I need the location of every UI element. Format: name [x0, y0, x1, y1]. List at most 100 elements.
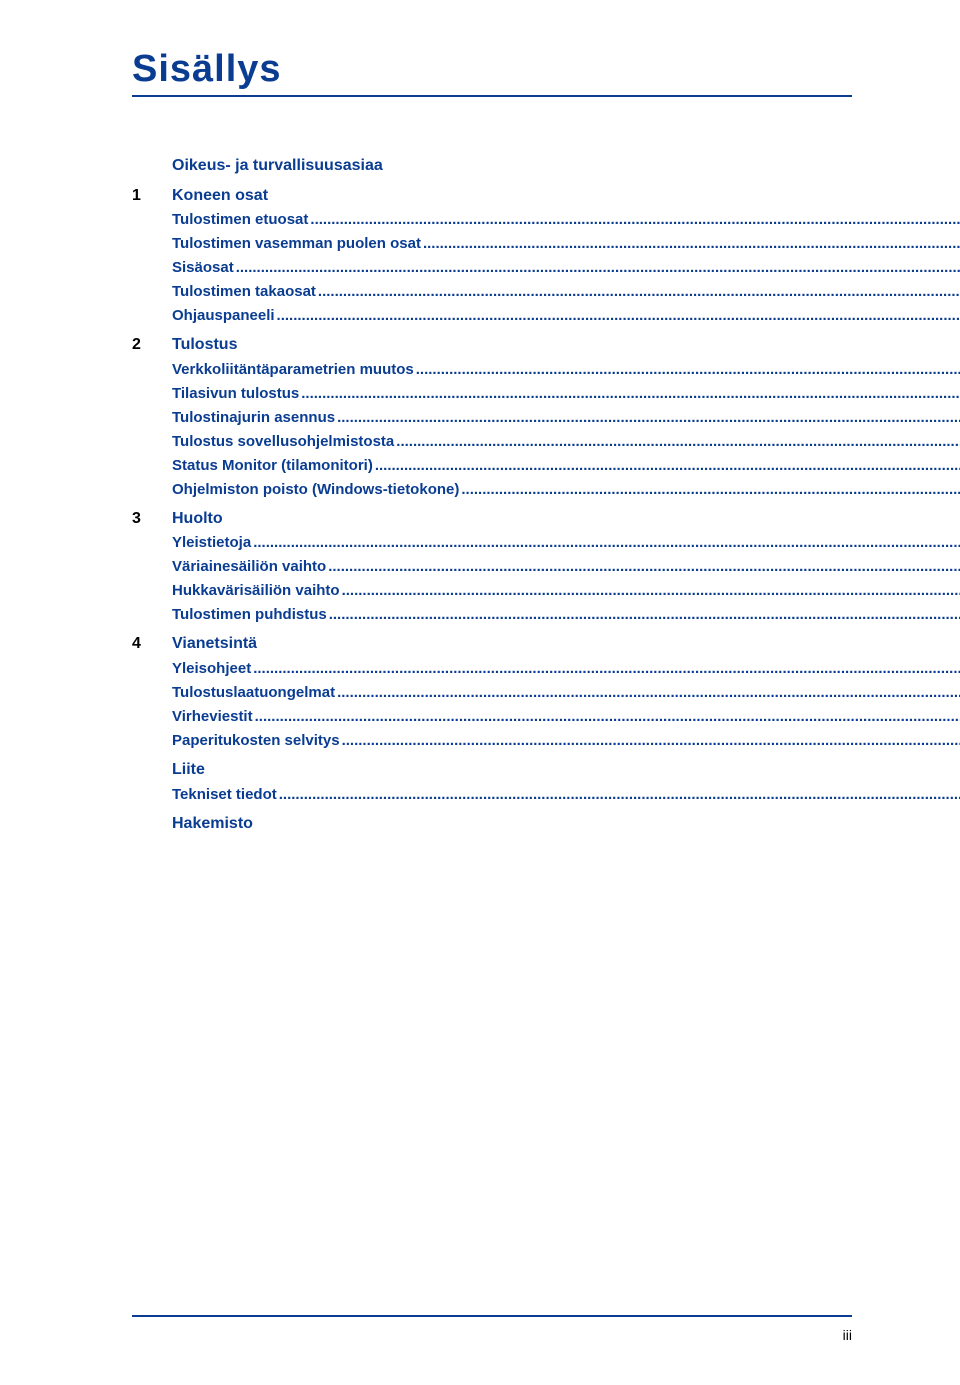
toc-chapter-number: 4	[132, 631, 172, 657]
toc-section: 3HuoltoYleistietoja 3-2Väriainesäiliön v…	[132, 506, 852, 628]
toc-entry-row: Tilasivun tulostus 2-3	[172, 382, 852, 406]
toc-entry-label: Hukkavärisäiliön vaihto	[172, 579, 342, 603]
toc-section: LiiteTekniset tiedot A-2	[132, 757, 852, 807]
toc-entry-label: Tulostinajurin asennus	[172, 406, 337, 430]
toc-entry-label: Tilasivun tulostus	[172, 382, 301, 406]
toc-leader-dots	[342, 579, 960, 603]
toc-leader-dots	[337, 681, 960, 705]
toc-chapter-number: 3	[132, 506, 172, 532]
toc-section-label: Vianetsintä	[172, 635, 257, 652]
toc-leader-dots	[328, 555, 960, 579]
toc-section-label: Liite	[172, 761, 205, 778]
toc-entry-row: Hukkavärisäiliön vaihto 3-6	[172, 579, 852, 603]
toc-entry-label: Väriainesäiliön vaihto	[172, 555, 328, 579]
toc-entry-row: Väriainesäiliön vaihto 3-2	[172, 555, 852, 579]
toc-entry-row: Yleisohjeet 4-2	[172, 657, 852, 681]
toc-entry-label: Tulostimen etuosat	[172, 208, 310, 232]
toc-leader-dots	[301, 382, 960, 406]
toc-entry-row: Tulostus sovellusohjelmistosta 2-10	[172, 430, 852, 454]
toc-entry-row: Ohjauspaneeli 1-4	[172, 304, 852, 328]
toc-entry-label: Ohjelmiston poisto (Windows-tietokone)	[172, 478, 461, 502]
toc-section: Hakemisto	[132, 811, 852, 837]
toc-entry-row: Yleistietoja 3-2	[172, 531, 852, 555]
toc-entry-link[interactable]: Ohjelmiston poisto (Windows-tietokone) 2…	[172, 478, 960, 502]
toc-entry-row: Sisäosat 1-3	[172, 256, 852, 280]
toc-entry-link[interactable]: Hukkavärisäiliön vaihto 3-6	[172, 579, 960, 603]
toc-leader-dots	[253, 657, 960, 681]
toc-entry-link[interactable]: Tilasivun tulostus 2-3	[172, 382, 960, 406]
toc-entry-label: Yleistietoja	[172, 531, 253, 555]
toc-entry-link[interactable]: Tulostimen puhdistus 3-8	[172, 603, 960, 627]
toc-entry-row: Virheviestit 4-6	[172, 705, 852, 729]
toc-section-link[interactable]: Huolto	[172, 506, 223, 532]
title-rule	[132, 95, 852, 97]
toc-section-label: Tulostus	[172, 336, 237, 353]
toc-leader-dots	[318, 280, 960, 304]
toc-entry-link[interactable]: Paperitukosten selvitys 4-16	[172, 729, 960, 753]
toc-section-link[interactable]: Koneen osat	[172, 183, 268, 209]
toc-section-heading: Liite	[132, 757, 852, 783]
toc-entry-row: Tulostimen takaosat 1-3	[172, 280, 852, 304]
toc-entry-link[interactable]: Virheviestit 4-6	[172, 705, 960, 729]
toc-entry-link[interactable]: Ohjauspaneeli 1-4	[172, 304, 960, 328]
toc-entry-link[interactable]: Sisäosat 1-3	[172, 256, 960, 280]
toc-subentries: Tulostimen etuosat 1-2Tulostimen vasemma…	[132, 208, 852, 328]
toc-entry-link[interactable]: Tulostinajurin asennus 2-4	[172, 406, 960, 430]
toc-entry-label: Yleisohjeet	[172, 657, 253, 681]
toc-section-heading: 3Huolto	[132, 506, 852, 532]
toc-entry-label: Verkkoliitäntäparametrien muutos	[172, 358, 416, 382]
toc-entry-link[interactable]: Tulostimen etuosat 1-2	[172, 208, 960, 232]
toc-entry-label: Sisäosat	[172, 256, 236, 280]
toc-entry-label: Tulostimen vasemman puolen osat	[172, 232, 423, 256]
toc-leader-dots	[310, 208, 960, 232]
toc-subentries: Verkkoliitäntäparametrien muutos 2-2Tila…	[132, 358, 852, 502]
toc-leader-dots	[255, 705, 960, 729]
toc-section-link[interactable]: Vianetsintä	[172, 631, 257, 657]
toc-entry-link[interactable]: Yleistietoja 3-2	[172, 531, 960, 555]
toc-leader-dots	[396, 430, 960, 454]
toc-entry-row: Status Monitor (tilamonitori) 2-11	[172, 454, 852, 478]
toc-entry-label: Status Monitor (tilamonitori)	[172, 454, 375, 478]
toc-entry-row: Verkkoliitäntäparametrien muutos 2-2	[172, 358, 852, 382]
toc-section: 4VianetsintäYleisohjeet 4-2Tulostuslaatu…	[132, 631, 852, 753]
toc-entry-link[interactable]: Verkkoliitäntäparametrien muutos 2-2	[172, 358, 960, 382]
toc-entry-link[interactable]: Tulostimen vasemman puolen osat 1-2	[172, 232, 960, 256]
toc-entry-row: Ohjelmiston poisto (Windows-tietokone) 2…	[172, 478, 852, 502]
toc-entry-link[interactable]: Status Monitor (tilamonitori) 2-11	[172, 454, 960, 478]
toc-section-link[interactable]: Liite	[172, 757, 205, 783]
toc-section-heading: 1Koneen osat	[132, 183, 852, 209]
toc-entry-link[interactable]: Tulostimen takaosat 1-3	[172, 280, 960, 304]
toc-section-label: Koneen osat	[172, 187, 268, 204]
toc-title: Sisällys	[132, 48, 852, 91]
toc-section-heading: 4Vianetsintä	[132, 631, 852, 657]
toc-leader-dots	[375, 454, 960, 478]
toc-entry-link[interactable]: Tulostuslaatuongelmat 4-3	[172, 681, 960, 705]
page-container: Sisällys Oikeus- ja turvallisuusasiaa1Ko…	[0, 0, 960, 898]
toc-section-link[interactable]: Oikeus- ja turvallisuusasiaa	[172, 153, 383, 179]
toc-subentries: Yleisohjeet 4-2Tulostuslaatuongelmat 4-3…	[132, 657, 852, 753]
toc-section: 1Koneen osatTulostimen etuosat 1-2Tulost…	[132, 183, 852, 329]
toc-chapter-number: 1	[132, 183, 172, 209]
toc-entry-link[interactable]: Yleisohjeet 4-2	[172, 657, 960, 681]
toc-entry-link[interactable]: Tulostus sovellusohjelmistosta 2-10	[172, 430, 960, 454]
toc-entry-label: Ohjauspaneeli	[172, 304, 277, 328]
toc-section-link[interactable]: Hakemisto	[172, 811, 253, 837]
toc-leader-dots	[461, 478, 960, 502]
toc-entry-link[interactable]: Väriainesäiliön vaihto 3-2	[172, 555, 960, 579]
toc-leader-dots	[337, 406, 960, 430]
toc-leader-dots	[423, 232, 960, 256]
toc-entry-label: Tulostimen takaosat	[172, 280, 318, 304]
toc-subentries: Yleistietoja 3-2Väriainesäiliön vaihto 3…	[132, 531, 852, 627]
toc-entry-row: Tulostimen puhdistus 3-8	[172, 603, 852, 627]
toc-entry-label: Paperitukosten selvitys	[172, 729, 342, 753]
toc-entry-row: Tulostimen etuosat 1-2	[172, 208, 852, 232]
toc-chapter-number: 2	[132, 332, 172, 358]
toc-entry-row: Tulostuslaatuongelmat 4-3	[172, 681, 852, 705]
toc-entry-row: Tulostimen vasemman puolen osat 1-2	[172, 232, 852, 256]
toc-entry-row: Tulostinajurin asennus 2-4	[172, 406, 852, 430]
toc-entry-link[interactable]: Tekniset tiedot A-2	[172, 783, 960, 807]
toc-section-heading: 2Tulostus	[132, 332, 852, 358]
toc-section-label: Huolto	[172, 510, 223, 527]
toc-leader-dots	[416, 358, 960, 382]
toc-section-link[interactable]: Tulostus	[172, 332, 237, 358]
